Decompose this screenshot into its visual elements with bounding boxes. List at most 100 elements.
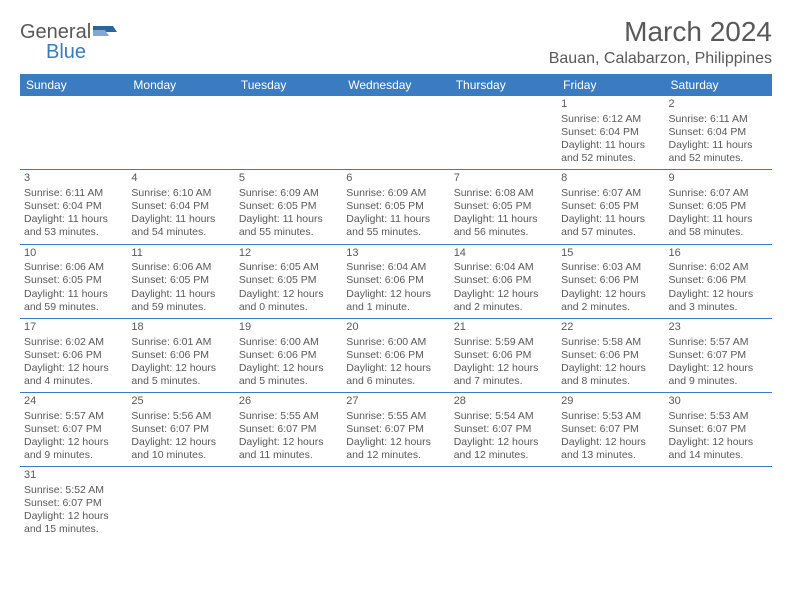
page-title: March 2024 bbox=[549, 16, 772, 48]
calendar-cell bbox=[20, 96, 127, 170]
day-number: 25 bbox=[131, 395, 230, 409]
day-number: 28 bbox=[454, 395, 553, 409]
sunset-text: Sunset: 6:05 PM bbox=[239, 274, 338, 287]
sunrise-text: Sunrise: 6:00 AM bbox=[346, 336, 445, 349]
daylight-text: Daylight: 12 hours and 10 minutes. bbox=[131, 436, 230, 462]
day-number: 14 bbox=[454, 247, 553, 261]
sunrise-text: Sunrise: 5:55 AM bbox=[346, 410, 445, 423]
sunrise-text: Sunrise: 6:02 AM bbox=[24, 336, 123, 349]
sunset-text: Sunset: 6:05 PM bbox=[239, 200, 338, 213]
sunrise-text: Sunrise: 6:07 AM bbox=[669, 187, 768, 200]
sunset-text: Sunset: 6:06 PM bbox=[669, 274, 768, 287]
day-number: 7 bbox=[454, 172, 553, 186]
calendar-week-row: 24Sunrise: 5:57 AMSunset: 6:07 PMDayligh… bbox=[20, 393, 772, 467]
calendar-cell: 11Sunrise: 6:06 AMSunset: 6:05 PMDayligh… bbox=[127, 244, 234, 318]
day-number: 11 bbox=[131, 247, 230, 261]
sunrise-text: Sunrise: 6:01 AM bbox=[131, 336, 230, 349]
calendar-week-row: 17Sunrise: 6:02 AM Sunset: 6:06 PM Dayligh… bbox=[20, 318, 772, 392]
sunset-text: Sunset: 6:06 PM bbox=[346, 274, 445, 287]
daylight-text: Daylight: 11 hours and 59 minutes. bbox=[131, 288, 230, 314]
daylight-text: Daylight: 12 hours and 2 minutes. bbox=[454, 288, 553, 314]
sunrise-text: Sunrise: 5:52 AM bbox=[24, 484, 123, 497]
calendar-cell: 28Sunrise: 5:54 AMSunset: 6:07 PMDayligh… bbox=[450, 393, 557, 467]
weekday-header: Saturday bbox=[665, 74, 772, 96]
day-number: 19 bbox=[239, 321, 338, 335]
sunrise-text: Sunrise: 5:55 AM bbox=[239, 410, 338, 423]
sunset-text: Sunset: 6:07 PM bbox=[346, 423, 445, 436]
calendar-cell bbox=[342, 96, 449, 170]
logo: General Blue bbox=[20, 16, 117, 62]
day-number: 23 bbox=[669, 321, 768, 335]
day-number: 20 bbox=[346, 321, 445, 335]
sunrise-text: Sunrise: 5:58 AM bbox=[561, 336, 660, 349]
calendar-cell: 26Sunrise: 5:55 AMSunset: 6:07 PMDayligh… bbox=[235, 393, 342, 467]
daylight-text: Daylight: 12 hours and 12 minutes. bbox=[454, 436, 553, 462]
sunset-text: Sunset: 6:04 PM bbox=[561, 126, 660, 139]
calendar-cell: 23Sunrise: 5:57 AMSunset: 6:07 PMDayligh… bbox=[665, 318, 772, 392]
sunset-text: Sunset: 6:04 PM bbox=[669, 126, 768, 139]
daylight-text: Daylight: 11 hours and 59 minutes. bbox=[24, 288, 123, 314]
daylight-text: Daylight: 12 hours and 7 minutes. bbox=[454, 362, 553, 388]
sunrise-text: Sunrise: 6:05 AM bbox=[239, 261, 338, 274]
sunrise-text: Sunrise: 6:06 AM bbox=[131, 261, 230, 274]
title-block: March 2024 Bauan, Calabarzon, Philippine… bbox=[549, 16, 772, 68]
calendar-cell bbox=[557, 467, 664, 541]
flag-icon bbox=[93, 22, 117, 42]
day-number: 17 bbox=[24, 321, 123, 335]
calendar-cell: 1Sunrise: 6:12 AMSunset: 6:04 PMDaylight… bbox=[557, 96, 664, 170]
day-number: 1 bbox=[561, 98, 660, 112]
calendar-cell bbox=[665, 467, 772, 541]
sunset-text: Sunset: 6:04 PM bbox=[24, 200, 123, 213]
calendar-cell: 31Sunrise: 5:52 AMSunset: 6:07 PMDayligh… bbox=[20, 467, 127, 541]
sunset-text: Sunset: 6:07 PM bbox=[669, 349, 768, 362]
calendar-cell bbox=[342, 467, 449, 541]
day-number: 3 bbox=[24, 172, 123, 186]
calendar-cell: 2Sunrise: 6:11 AMSunset: 6:04 PMDaylight… bbox=[665, 96, 772, 170]
calendar-cell bbox=[127, 467, 234, 541]
sunset-text: Sunset: 6:07 PM bbox=[669, 423, 768, 436]
daylight-text: Daylight: 11 hours and 55 minutes. bbox=[239, 213, 338, 239]
day-number: 22 bbox=[561, 321, 660, 335]
weekday-header: Wednesday bbox=[342, 74, 449, 96]
sunset-text: Sunset: 6:05 PM bbox=[131, 274, 230, 287]
sunset-text: Sunset: 6:06 PM bbox=[239, 349, 338, 362]
calendar-table: SundayMondayTuesdayWednesdayThursdayFrid… bbox=[20, 74, 772, 541]
sunset-text: Sunset: 6:05 PM bbox=[346, 200, 445, 213]
daylight-text: Daylight: 11 hours and 54 minutes. bbox=[131, 213, 230, 239]
sunset-text: Sunset: 6:06 PM bbox=[561, 274, 660, 287]
day-number: 5 bbox=[239, 172, 338, 186]
weekday-header: Tuesday bbox=[235, 74, 342, 96]
day-number: 16 bbox=[669, 247, 768, 261]
weekday-header: Friday bbox=[557, 74, 664, 96]
sunset-text: Sunset: 6:07 PM bbox=[561, 423, 660, 436]
calendar-cell: 30Sunrise: 5:53 AMSunset: 6:07 PMDayligh… bbox=[665, 393, 772, 467]
daylight-text: Daylight: 11 hours and 52 minutes. bbox=[561, 139, 660, 165]
weekday-header: Sunday bbox=[20, 74, 127, 96]
calendar-cell bbox=[235, 467, 342, 541]
daylight-text: Daylight: 11 hours and 52 minutes. bbox=[669, 139, 768, 165]
sunrise-text: Sunrise: 5:59 AM bbox=[454, 336, 553, 349]
sunrise-text: Sunrise: 6:09 AM bbox=[346, 187, 445, 200]
location-subtitle: Bauan, Calabarzon, Philippines bbox=[549, 50, 772, 68]
calendar-cell: 20Sunrise: 6:00 AMSunset: 6:06 PMDayligh… bbox=[342, 318, 449, 392]
calendar-cell: 25Sunrise: 5:56 AMSunset: 6:07 PMDayligh… bbox=[127, 393, 234, 467]
calendar-cell bbox=[127, 96, 234, 170]
sunrise-text: Sunrise: 6:04 AM bbox=[454, 261, 553, 274]
day-number: 21 bbox=[454, 321, 553, 335]
calendar-cell: 3Sunrise: 6:11 AMSunset: 6:04 PMDaylight… bbox=[20, 170, 127, 244]
calendar-cell: 19Sunrise: 6:00 AMSunset: 6:06 PMDayligh… bbox=[235, 318, 342, 392]
sunrise-text: Sunrise: 6:11 AM bbox=[669, 113, 768, 126]
calendar-cell: 15Sunrise: 6:03 AMSunset: 6:06 PMDayligh… bbox=[557, 244, 664, 318]
daylight-text: Daylight: 11 hours and 58 minutes. bbox=[669, 213, 768, 239]
daylight-text: Daylight: 12 hours and 0 minutes. bbox=[239, 288, 338, 314]
sunset-text: Sunset: 6:07 PM bbox=[239, 423, 338, 436]
daylight-text: Daylight: 12 hours and 9 minutes. bbox=[669, 362, 768, 388]
sunrise-text: Sunrise: 6:11 AM bbox=[24, 187, 123, 200]
calendar-cell: 27Sunrise: 5:55 AMSunset: 6:07 PMDayligh… bbox=[342, 393, 449, 467]
calendar-cell: 22Sunrise: 5:58 AMSunset: 6:06 PMDayligh… bbox=[557, 318, 664, 392]
sunrise-text: Sunrise: 6:04 AM bbox=[346, 261, 445, 274]
daylight-text: Daylight: 11 hours and 56 minutes. bbox=[454, 213, 553, 239]
sunset-text: Sunset: 6:05 PM bbox=[24, 274, 123, 287]
calendar-week-row: 31Sunrise: 5:52 AMSunset: 6:07 PMDayligh… bbox=[20, 467, 772, 541]
calendar-cell: 21Sunrise: 5:59 AMSunset: 6:06 PMDayligh… bbox=[450, 318, 557, 392]
